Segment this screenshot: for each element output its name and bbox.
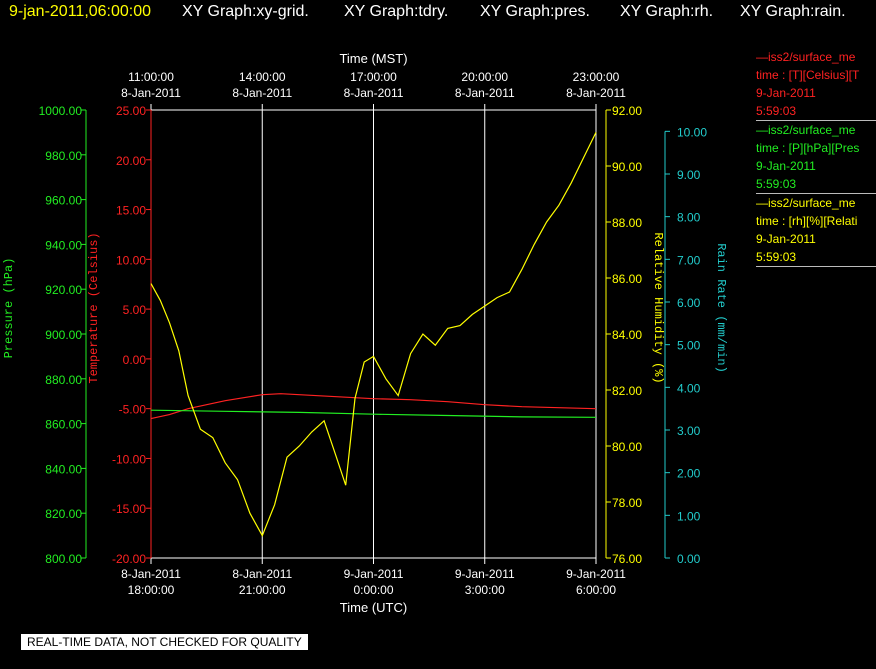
quality-notice: REAL-TIME DATA, NOT CHECKED FOR QUALITY xyxy=(20,633,309,651)
legend-time: 5:59:03 xyxy=(756,177,797,191)
temp-tick-label: 20.00 xyxy=(116,154,146,168)
top-tick-label-time: 11:00:00 xyxy=(128,70,174,84)
pres-series-line xyxy=(150,409,597,418)
temp-axis-title: Temperature (Celsius) xyxy=(87,232,101,383)
top-tick-label-date: 8-Jan-2011 xyxy=(566,86,626,100)
x-tick-label-utc-date: 8-Jan-2011 xyxy=(232,567,292,581)
rh-tick-label: 80.00 xyxy=(612,440,642,454)
graph-tab-xy-grid[interactable]: XY Graph:xy-grid. xyxy=(182,3,309,20)
top-tick-label-date: 8-Jan-2011 xyxy=(232,86,292,100)
pres-tick-label: 940.00 xyxy=(45,238,82,252)
rain-tick-label: 10.00 xyxy=(677,125,707,139)
pres-tick-label: 800.00 xyxy=(45,552,82,566)
top-tick-label-time: 20:00:00 xyxy=(461,70,508,84)
rain-axis-title: Rain Rate (mm/min) xyxy=(714,243,728,373)
rh-tick-label: 76.00 xyxy=(612,552,642,566)
rain-tick-label: 4.00 xyxy=(677,381,701,395)
timestamp: 9-jan-2011,06:00:00 xyxy=(9,3,152,20)
temp-tick-label: 5.00 xyxy=(123,303,147,317)
temp-tick-label: 10.00 xyxy=(116,253,146,267)
pres-tick-label: 1000.00 xyxy=(39,104,83,118)
graph-tab-tdry[interactable]: XY Graph:tdry. xyxy=(344,3,449,20)
rh-tick-label: 78.00 xyxy=(612,496,642,510)
chart-header: 9-jan-2011,06:00:00 XY Graph:xy-grid. XY… xyxy=(0,0,876,26)
x-tick-label-utc-time: 18:00:00 xyxy=(128,583,175,597)
legend-time: 5:59:03 xyxy=(756,250,797,264)
rh-tick-label: 90.00 xyxy=(612,160,642,174)
legend: —iss2/surface_me time : [T][Celsius][T 9… xyxy=(756,48,876,267)
rain-tick-label: 8.00 xyxy=(677,211,701,225)
pres-tick-label: 840.00 xyxy=(45,462,82,476)
x-tick-label-utc-date: 9-Jan-2011 xyxy=(344,567,404,581)
x-axis-title-utc: Time (UTC) xyxy=(340,600,407,615)
pres-tick-label: 980.00 xyxy=(45,149,82,163)
rain-tick-label: 1.00 xyxy=(677,509,701,523)
graph-tab-rh[interactable]: XY Graph:rh. xyxy=(620,3,714,20)
top-tick-label-date: 8-Jan-2011 xyxy=(344,86,404,100)
rain-tick-label: 0.00 xyxy=(677,552,701,566)
rain-tick-label: 9.00 xyxy=(677,168,701,182)
rain-tick-label: 6.00 xyxy=(677,296,701,310)
rain-tick-label: 5.00 xyxy=(677,339,701,353)
legend-units: time : [rh][%][Relati xyxy=(756,214,858,228)
x-tick-label-utc-date: 9-Jan-2011 xyxy=(566,567,626,581)
x-tick-label-utc-date: 8-Jan-2011 xyxy=(121,567,181,581)
x-tick-label-utc-time: 21:00:00 xyxy=(239,583,286,597)
pres-tick-label: 900.00 xyxy=(45,328,82,342)
rain-tick-label: 2.00 xyxy=(677,467,701,481)
x-tick-label-utc-date: 9-Jan-2011 xyxy=(455,567,515,581)
legend-units: time : [P][hPa][Pres xyxy=(756,141,860,155)
rh-tick-label: 82.00 xyxy=(612,384,642,398)
top-tick-label-time: 23:00:00 xyxy=(573,70,620,84)
rain-tick-label: 7.00 xyxy=(677,253,701,267)
pres-tick-label: 920.00 xyxy=(45,283,82,297)
top-tick-label-date: 8-Jan-2011 xyxy=(455,86,515,100)
temp-series-line xyxy=(150,393,597,420)
x-tick-label-utc-time: 6:00:00 xyxy=(576,583,616,597)
temp-tick-label: 0.00 xyxy=(123,353,147,367)
legend-line: —iss2/surface_me xyxy=(756,50,856,64)
rh-tick-label: 88.00 xyxy=(612,216,642,230)
temp-tick-label: -15.00 xyxy=(112,502,146,516)
legend-date: 9-Jan-2011 xyxy=(756,159,816,173)
temp-tick-label: -10.00 xyxy=(112,452,146,466)
pres-tick-label: 820.00 xyxy=(45,507,82,521)
legend-entry-pressure: —iss2/surface_me time : [P][hPa][Pres 9-… xyxy=(756,121,876,194)
legend-time: 5:59:03 xyxy=(756,104,797,118)
pres-tick-label: 860.00 xyxy=(45,418,82,432)
legend-entry-temperature: —iss2/surface_me time : [T][Celsius][T 9… xyxy=(756,48,876,121)
temp-tick-label: -20.00 xyxy=(112,552,146,566)
temp-tick-label: 15.00 xyxy=(116,204,146,218)
pres-tick-label: 960.00 xyxy=(45,194,82,208)
rh-tick-label: 86.00 xyxy=(612,272,642,286)
x-tick-label-utc-time: 3:00:00 xyxy=(465,583,505,597)
legend-line: —iss2/surface_me xyxy=(756,123,856,137)
pres-tick-label: 880.00 xyxy=(45,373,82,387)
graph-tab-rain[interactable]: XY Graph:rain. xyxy=(740,3,846,20)
graph-tab-pres[interactable]: XY Graph:pres. xyxy=(480,3,590,20)
rh-axis-title: Relative Humidity (%) xyxy=(651,232,665,383)
legend-date: 9-Jan-2011 xyxy=(756,86,816,100)
top-tick-label-time: 17:00:00 xyxy=(350,70,397,84)
legend-entry-humidity: —iss2/surface_me time : [rh][%][Relati 9… xyxy=(756,194,876,267)
temp-tick-label: 25.00 xyxy=(116,104,146,118)
rh-tick-label: 92.00 xyxy=(612,104,642,118)
x-axis-title-mst: Time (MST) xyxy=(339,51,407,66)
rh-tick-label: 84.00 xyxy=(612,328,642,342)
x-tick-label-utc-time: 0:00:00 xyxy=(353,583,393,597)
legend-units: time : [T][Celsius][T xyxy=(756,68,860,82)
pres-axis-title: Pressure (hPa) xyxy=(2,258,16,359)
xy-graph: 8-Jan-2011 18:00:00 8-Jan-2011 21:00:00 9-Ja… xyxy=(2,51,728,615)
top-tick-label-date: 8-Jan-2011 xyxy=(121,86,181,100)
top-tick-label-time: 14:00:00 xyxy=(239,70,286,84)
rain-tick-label: 3.00 xyxy=(677,424,701,438)
legend-date: 9-Jan-2011 xyxy=(756,232,816,246)
temp-tick-label: -5.00 xyxy=(119,403,147,417)
legend-line: —iss2/surface_me xyxy=(756,196,856,210)
rh-series-line xyxy=(150,132,597,537)
